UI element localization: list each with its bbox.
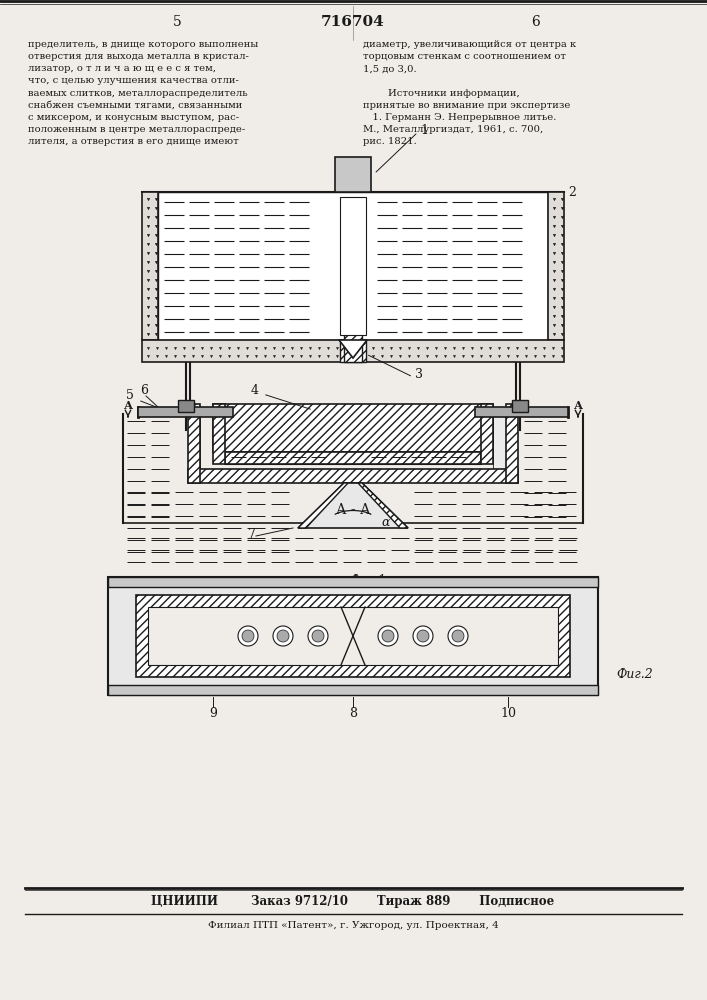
Text: 2: 2 (568, 186, 576, 199)
Bar (108, 577, 598, 695)
Bar (213, 404, 493, 452)
Bar (340, 340, 366, 362)
Circle shape (417, 630, 429, 642)
Bar (136, 595, 570, 677)
Polygon shape (298, 483, 348, 528)
Bar (178, 400, 194, 412)
Text: 8: 8 (349, 707, 357, 720)
Bar (148, 607, 558, 665)
Text: А - А: А - А (336, 503, 370, 517)
Bar (506, 404, 518, 483)
Bar (335, 157, 371, 192)
Bar (475, 407, 568, 417)
Text: 1: 1 (420, 123, 428, 136)
Bar (108, 577, 598, 587)
Circle shape (312, 630, 324, 642)
Bar (158, 192, 548, 340)
Text: 7: 7 (248, 528, 256, 541)
Text: 3: 3 (415, 368, 423, 381)
Bar (138, 407, 233, 417)
Bar (142, 340, 564, 362)
Circle shape (238, 626, 258, 646)
Text: 6: 6 (531, 15, 539, 29)
Circle shape (378, 626, 398, 646)
Text: 4: 4 (251, 384, 259, 397)
Circle shape (308, 626, 328, 646)
Bar (108, 685, 598, 695)
Circle shape (382, 630, 394, 642)
Text: Фиг.1: Фиг.1 (350, 574, 386, 586)
Text: А: А (124, 400, 132, 411)
Bar (225, 452, 481, 464)
Text: 5: 5 (173, 15, 182, 29)
Bar (213, 404, 225, 464)
Bar (188, 416, 200, 469)
Bar (225, 452, 481, 464)
Bar (340, 197, 366, 335)
Text: Филиал ПТП «Патент», г. Ужгород, ул. Проектная, 4: Филиал ПТП «Патент», г. Ужгород, ул. Про… (208, 922, 498, 930)
Text: пределитель, в днище которого выполнены
отверстия для выхода металла в кристал-
: пределитель, в днище которого выполнены … (28, 40, 258, 146)
Bar (512, 400, 528, 412)
Bar (493, 416, 506, 469)
Polygon shape (358, 483, 408, 528)
Bar (188, 469, 518, 483)
Polygon shape (339, 340, 367, 358)
Text: 6: 6 (140, 384, 148, 397)
Circle shape (448, 626, 468, 646)
Bar (142, 192, 158, 340)
Bar (548, 192, 564, 340)
Bar (344, 240, 362, 362)
Bar (481, 404, 493, 464)
Text: 5: 5 (126, 389, 134, 402)
Text: А: А (573, 400, 583, 411)
Bar (188, 404, 200, 483)
Circle shape (452, 630, 464, 642)
Text: 9: 9 (209, 707, 217, 720)
Polygon shape (298, 483, 408, 528)
Circle shape (273, 626, 293, 646)
Text: диаметр, увеличивающийся от центра к
торцовым стенкам с соотношением от
1,5 до 3: диаметр, увеличивающийся от центра к тор… (363, 40, 576, 146)
Text: 716704: 716704 (321, 15, 385, 29)
Circle shape (413, 626, 433, 646)
Circle shape (242, 630, 254, 642)
Text: α: α (381, 516, 390, 530)
Text: Фиг.2: Фиг.2 (616, 668, 653, 682)
Text: 10: 10 (500, 707, 516, 720)
Circle shape (277, 630, 289, 642)
Text: ЦНИИПИ        Заказ 9712/10       Тираж 889       Подписное: ЦНИИПИ Заказ 9712/10 Тираж 889 Подписное (151, 894, 554, 908)
